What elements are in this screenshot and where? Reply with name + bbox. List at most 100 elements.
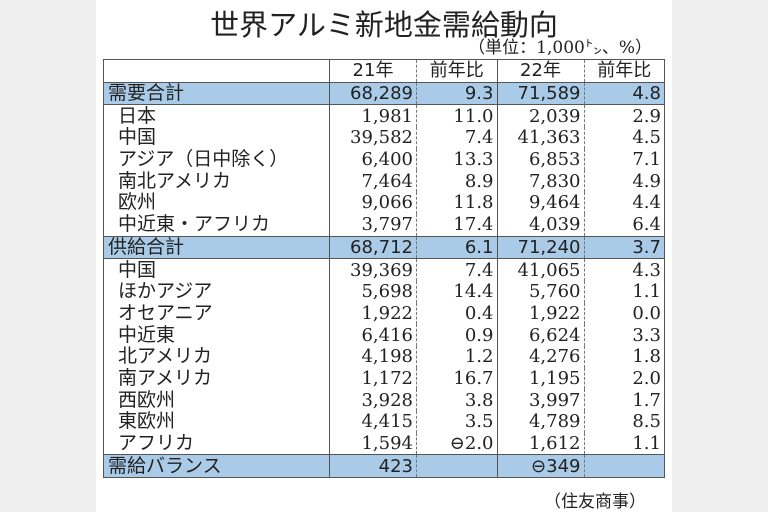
value-21: 68,289 xyxy=(329,81,417,106)
yoy-21: 3.8 xyxy=(416,389,497,411)
yoy-22: 0.0 xyxy=(583,302,665,325)
yoy-22: 7.1 xyxy=(583,148,665,171)
value-22: 41,363 xyxy=(496,127,584,149)
value-22: 71,589 xyxy=(496,81,584,106)
value-21: 3,928 xyxy=(329,389,417,411)
row-label: アジア（日中除く） xyxy=(103,149,330,171)
value-21: 3,797 xyxy=(329,213,417,236)
yoy-21: 11.0 xyxy=(416,104,497,128)
value-22: 1,922 xyxy=(496,302,584,325)
row-label: 需給バランス xyxy=(103,454,330,479)
yoy-21: 13.3 xyxy=(416,148,497,171)
yoy-22: 3.3 xyxy=(583,324,665,346)
table-row: 中近東 6,416 0.9 6,624 3.3 xyxy=(103,324,665,346)
table-row: 南アメリカ 1,172 16.7 1,195 2.0 xyxy=(103,367,665,390)
column-header-22: 22年 xyxy=(496,59,584,83)
value-22: 4,276 xyxy=(496,345,584,368)
value-21: 423 xyxy=(329,454,417,479)
yoy-21: 6.1 xyxy=(416,235,497,260)
yoy-21: 7.4 xyxy=(416,258,497,281)
row-label: 中近東・アフリカ xyxy=(103,214,330,236)
yoy-22: 4.5 xyxy=(583,127,665,149)
value-22: 4,039 xyxy=(496,213,584,236)
row-label: 北アメリカ xyxy=(103,346,330,368)
yoy-21: 0.9 xyxy=(416,324,497,346)
header-row: 21年 前年比 22年 前年比 xyxy=(103,59,665,83)
yoy-21: 3.5 xyxy=(416,411,497,433)
row-label: ほかアジア xyxy=(103,281,330,303)
row-label: アフリカ xyxy=(103,432,330,455)
row-label: 南アメリカ xyxy=(103,368,330,390)
table-row: ほかアジア 5,698 14.4 5,760 1.1 xyxy=(103,280,665,303)
yoy-22: 1.1 xyxy=(583,280,665,303)
table-row: 中国 39,369 7.4 41,065 4.3 xyxy=(103,258,665,281)
table-row: 中近東・アフリカ 3,797 17.4 4,039 6.4 xyxy=(103,213,665,236)
column-header-label xyxy=(103,59,330,83)
yoy-21: 7.4 xyxy=(416,127,497,149)
yoy-21: 14.4 xyxy=(416,280,497,303)
row-label: 中近東 xyxy=(103,324,330,346)
value-22: 3,997 xyxy=(496,389,584,411)
yoy-21: 17.4 xyxy=(416,213,497,236)
document: 世界アルミ新地金需給動向 （単位：1,000㌧、%） 21年 前年比 22年 前… xyxy=(96,0,672,512)
row-label: オセアニア xyxy=(103,303,330,325)
yoy-22: 8.5 xyxy=(583,411,665,433)
yoy-21: 0.4 xyxy=(416,302,497,325)
value-21: 1,594 xyxy=(329,432,417,455)
yoy-21: 8.9 xyxy=(416,170,497,193)
yoy-22: 3.7 xyxy=(583,235,665,260)
table-row: 東欧州 4,415 3.5 4,789 8.5 xyxy=(103,411,665,433)
value-22: 6,853 xyxy=(496,148,584,171)
table-row: アフリカ 1,594 ⊖2.0 1,612 1.1 xyxy=(103,432,665,455)
row-label: 欧州 xyxy=(103,192,330,214)
yoy-22: 1.7 xyxy=(583,389,665,411)
yoy-21: ⊖2.0 xyxy=(416,432,497,455)
total-row: 需給バランス 423 ⊖349 xyxy=(103,454,665,479)
value-22: 5,760 xyxy=(496,280,584,303)
yoy-22: 4.3 xyxy=(583,258,665,281)
table-row: 欧州 9,066 11.8 9,464 4.4 xyxy=(103,192,665,214)
total-row: 需要合計 68,289 9.3 71,589 4.8 xyxy=(103,81,665,106)
value-21: 68,712 xyxy=(329,235,417,260)
table-row: アジア（日中除く） 6,400 13.3 6,853 7.1 xyxy=(103,148,665,171)
source-note: （住友商事） xyxy=(544,492,646,512)
row-label: 西欧州 xyxy=(103,389,330,411)
table-row: 日本 1,981 11.0 2,039 2.9 xyxy=(103,104,665,128)
yoy-21: 11.8 xyxy=(416,192,497,214)
value-22: 71,240 xyxy=(496,235,584,260)
table-row: 北アメリカ 4,198 1.2 4,276 1.8 xyxy=(103,345,665,368)
unit-note: （単位：1,000㌧、%） xyxy=(468,38,652,58)
total-row: 供給合計 68,712 6.1 71,240 3.7 xyxy=(103,235,665,260)
value-21: 1,981 xyxy=(329,104,417,128)
table-row: 南北アメリカ 7,464 8.9 7,830 4.9 xyxy=(103,170,665,193)
value-21: 4,415 xyxy=(329,411,417,433)
value-21: 6,400 xyxy=(329,148,417,171)
value-21: 39,369 xyxy=(329,258,417,281)
yoy-22: 2.9 xyxy=(583,104,665,128)
value-22: 1,612 xyxy=(496,432,584,455)
value-21: 7,464 xyxy=(329,170,417,193)
row-label: 需要合計 xyxy=(103,81,330,106)
yoy-22: 4.8 xyxy=(583,81,665,106)
row-label: 東欧州 xyxy=(103,411,330,433)
supply-demand-table: 21年 前年比 22年 前年比 需要合計 68,289 9.3 71,589 4.8 日本… xyxy=(103,59,665,479)
yoy-22: 1.8 xyxy=(583,345,665,368)
row-label: 中国 xyxy=(103,258,330,281)
column-header-21: 21年 xyxy=(329,59,417,83)
yoy-22 xyxy=(583,454,665,479)
yoy-21: 16.7 xyxy=(416,367,497,390)
yoy-21: 9.3 xyxy=(416,81,497,106)
table-row: オセアニア 1,922 0.4 1,922 0.0 xyxy=(103,302,665,325)
value-21: 1,922 xyxy=(329,302,417,325)
table-row: 中国 39,582 7.4 41,363 4.5 xyxy=(103,127,665,149)
yoy-21 xyxy=(416,454,497,479)
row-label: 中国 xyxy=(103,127,330,149)
yoy-22: 4.4 xyxy=(583,192,665,214)
value-21: 1,172 xyxy=(329,367,417,390)
row-label: 供給合計 xyxy=(103,235,330,260)
value-22: 9,464 xyxy=(496,192,584,214)
value-21: 4,198 xyxy=(329,345,417,368)
value-22: 41,065 xyxy=(496,258,584,281)
yoy-22: 4.9 xyxy=(583,170,665,193)
row-label: 南北アメリカ xyxy=(103,170,330,193)
